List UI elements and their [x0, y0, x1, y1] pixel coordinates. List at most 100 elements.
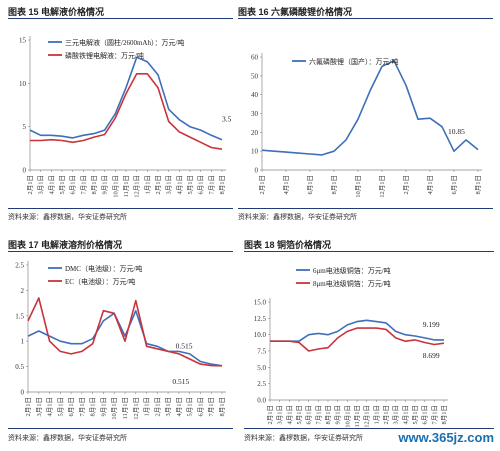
- series-line: [261, 59, 479, 156]
- x-tick-label: 5月1日: [56, 397, 64, 417]
- title-rule: [238, 18, 493, 19]
- x-tick-label: 2月1日: [266, 405, 274, 425]
- y-tick-label: 12.5: [254, 315, 267, 323]
- x-tick-label: 1月1日: [372, 405, 380, 425]
- x-tick-label: 7月1日: [314, 405, 322, 425]
- x-tick-label: 6月1日: [450, 175, 458, 195]
- title-rule: [8, 18, 233, 19]
- y-tick-label: 15: [19, 37, 27, 45]
- y-tick-label: 50: [251, 72, 259, 80]
- y-tick-label: 0: [255, 167, 259, 175]
- x-tick-label: 7月1日: [207, 397, 215, 417]
- source-note: 资料来源：鑫椤数据，华安证券研究所: [238, 214, 357, 221]
- x-tick-label: 10月1日: [343, 405, 351, 428]
- x-tick-label: 6月1日: [421, 405, 429, 425]
- x-tick-label: 8月1日: [218, 175, 226, 195]
- x-tick-label: 9月1日: [101, 175, 109, 195]
- x-tick-label: 2月1日: [402, 175, 410, 195]
- title-rule: [244, 251, 494, 252]
- x-tick-label: 10月1日: [111, 175, 119, 198]
- y-tick-label: 2: [21, 287, 25, 295]
- source-rule: [244, 428, 494, 429]
- x-tick-label: 6月1日: [306, 175, 314, 195]
- x-tick-label: 6月1日: [197, 175, 205, 195]
- y-tick-label: 0.5: [15, 363, 24, 371]
- panel-title: 图表 18 铜箔价格情况: [244, 240, 332, 250]
- x-tick-label: 12月1日: [363, 405, 371, 428]
- data-annotation: 10.85: [448, 127, 465, 136]
- x-tick-label: 1月1日: [143, 175, 151, 195]
- y-tick-label: 7.5: [257, 348, 266, 356]
- source-note: 资料来源：鑫椤数据，华安证券研究所: [8, 214, 127, 221]
- x-tick-label: 2月1日: [26, 175, 34, 195]
- series-line: [27, 297, 223, 367]
- series-line: [30, 73, 223, 150]
- x-tick-label: 3月1日: [37, 175, 45, 195]
- data-annotation: 0.515: [176, 341, 193, 350]
- x-tick-label: 7月1日: [207, 175, 215, 195]
- x-tick-label: 2月1日: [154, 175, 162, 195]
- series-line: [270, 319, 444, 343]
- y-tick-label: 5: [23, 123, 27, 131]
- x-tick-label: 10月1日: [110, 397, 118, 420]
- series-line: [29, 56, 223, 141]
- y-tick-label: 10: [251, 148, 259, 156]
- x-tick-label: 3月1日: [165, 175, 173, 195]
- x-tick-label: 4月1日: [46, 397, 54, 417]
- x-tick-label: 4月1日: [175, 397, 183, 417]
- x-tick-label: 5月1日: [295, 405, 303, 425]
- source-rule: [8, 208, 233, 209]
- x-tick-label: 11月1日: [121, 397, 129, 420]
- x-tick-label: 5月1日: [58, 175, 66, 195]
- x-tick-label: 11月1日: [122, 175, 130, 198]
- x-tick-label: 8月1日: [90, 175, 98, 195]
- x-tick-label: 4月1日: [285, 405, 293, 425]
- x-tick-label: 4月1日: [47, 175, 55, 195]
- x-tick-label: 8月1日: [89, 397, 97, 417]
- x-tick-label: 4月1日: [175, 175, 183, 195]
- x-tick-label: 11月1日: [353, 405, 361, 428]
- legend-label: 6μm电池级铜箔：万元/吨: [313, 266, 391, 275]
- x-tick-label: 3月1日: [35, 397, 43, 417]
- x-tick-label: 7月1日: [79, 175, 87, 195]
- x-tick-label: 4月1日: [282, 175, 290, 195]
- y-tick-label: 30: [251, 110, 259, 118]
- legend-label: 8μm电池级铜箔：万元/吨: [313, 279, 391, 288]
- x-tick-label: 6月1日: [67, 397, 75, 417]
- x-tick-label: 8月1日: [440, 405, 448, 425]
- x-tick-label: 3月1日: [164, 397, 172, 417]
- x-tick-label: 6月1日: [69, 175, 77, 195]
- x-tick-label: 12月1日: [133, 175, 141, 198]
- source-note: 资料来源：鑫椤数据，华安证券研究所: [8, 435, 127, 442]
- x-tick-label: 4月1日: [426, 175, 434, 195]
- x-tick-label: 6月1日: [196, 397, 204, 417]
- chart-lipf6-price: 0 10 20 30 40 50 60 2月1日 4月1日 6月1日 8月1日 10月1日 12月1日 2…: [251, 53, 482, 198]
- y-tick-label: 1.5: [15, 312, 24, 320]
- watermark: www.365jz.com: [398, 430, 494, 445]
- panel-title: 图表 17 电解液溶剂价格情况: [8, 240, 123, 250]
- series-line: [270, 327, 445, 352]
- x-tick-label: 8月1日: [324, 405, 332, 425]
- x-tick-label: 5月1日: [411, 405, 419, 425]
- x-tick-label: 8月1日: [218, 397, 226, 417]
- x-tick-label: 2月1日: [24, 397, 32, 417]
- x-tick-label: 8月1日: [474, 175, 482, 195]
- legend-label: 三元电解液（圆柱/2600mAh）：万元/吨: [65, 38, 184, 47]
- source-rule: [238, 208, 493, 209]
- y-tick-label: 10: [19, 80, 27, 88]
- x-tick-label: 9月1日: [99, 397, 107, 417]
- data-annotation: 0.515: [172, 377, 189, 386]
- data-annotation: 9.199: [423, 320, 440, 329]
- panel-title: 图表 15 电解液价格情况: [8, 7, 105, 17]
- x-tick-label: 10月1日: [354, 175, 362, 198]
- x-tick-label: 2月1日: [258, 175, 266, 195]
- y-tick-label: 15.0: [254, 299, 267, 307]
- x-tick-label: 12月1日: [378, 175, 386, 198]
- source-note: 资料来源：鑫椤数据，华安证券研究所: [244, 435, 363, 442]
- x-tick-label: 5月1日: [186, 175, 194, 195]
- data-annotation: 3.5: [222, 114, 232, 123]
- x-tick-label: 3月1日: [276, 405, 284, 425]
- y-tick-label: 0.0: [257, 397, 266, 405]
- x-tick-label: 8月1日: [330, 175, 338, 195]
